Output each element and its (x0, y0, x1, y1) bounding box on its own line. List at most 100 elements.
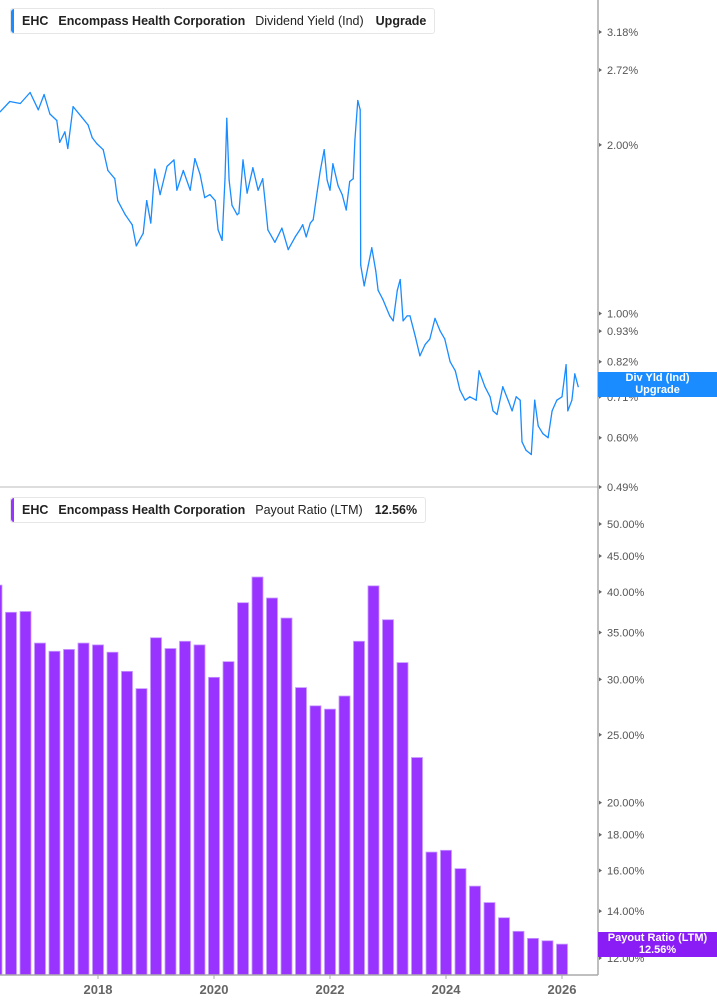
y-tick-label: 1.00% (607, 308, 638, 320)
dividend-yield-point (399, 278, 401, 281)
dividend-yield-point (228, 179, 230, 181)
dividend-yield-point (305, 236, 307, 238)
payout-ratio-legend[interactable]: EHC Encompass Health Corporation Payout … (10, 497, 427, 523)
x-tick-label: 2020 (200, 982, 229, 997)
y-tick-mark (599, 909, 602, 914)
dividend-yield-point (199, 173, 201, 176)
dividend-yield-point (492, 410, 494, 412)
dividend-yield-point (561, 396, 563, 398)
y-tick-mark (599, 554, 602, 559)
dividend-yield-point (326, 179, 328, 181)
legend-ticker: EHC (22, 503, 49, 517)
x-tick-label: 2022 (316, 982, 345, 997)
payout-ratio-pane: 50.00% 45.00% 40.00% 35.00% 30.00% 25.00% 20.0… (0, 519, 645, 976)
dividend-yield-point (319, 171, 321, 173)
payout-ratio-bar (309, 705, 322, 976)
dividend-yield-point (345, 209, 347, 211)
dividend-yield-point (274, 241, 276, 243)
dividend-yield-point (87, 124, 89, 126)
dividend-yield-point (392, 320, 394, 322)
tag-label: Payout Ratio (LTM) (607, 932, 708, 944)
dividend-yield-point (194, 157, 196, 160)
y-tick-mark (599, 329, 602, 334)
payout-ratio-bar (382, 619, 394, 976)
y-tick-mark (599, 142, 602, 147)
dividend-yield-point (107, 169, 109, 172)
y-tick-label: 0.82% (607, 357, 638, 369)
payout-ratio-bar (5, 611, 17, 976)
dividend-yield-point (357, 99, 359, 102)
dividend-yield-point (56, 119, 58, 122)
payout-ratio-bar (164, 648, 177, 976)
dividend-yield-point (402, 320, 404, 322)
dividend-yield-point (396, 289, 398, 291)
dividend-yield-point (352, 178, 354, 180)
payout-ratio-bar (527, 937, 539, 976)
y-tick-label: 18.00% (607, 830, 645, 842)
payout-ratio-bar (251, 576, 264, 976)
dividend-yield-point (406, 315, 408, 317)
dividend-yield-point (281, 227, 283, 229)
y-tick-mark (599, 832, 602, 837)
upgrade-link[interactable]: Upgrade (375, 14, 427, 28)
payout-ratio-bar (280, 617, 293, 976)
payout-ratio-bar (237, 602, 249, 976)
dividend-yield-point (166, 165, 168, 168)
payout-ratio-bar (324, 708, 336, 976)
dividend-yield-point (204, 196, 206, 199)
dividend-yield-point (299, 229, 301, 231)
dividend-yield-point (264, 200, 266, 202)
payout-ratio-bar (338, 695, 351, 976)
y-tick-label: 50.00% (607, 519, 645, 531)
dividend-yield-point (287, 249, 289, 251)
dividend-yield-point (502, 386, 504, 388)
dividend-yield-point (91, 137, 93, 139)
dividend-yield-point (124, 214, 126, 216)
dividend-yield-point (542, 433, 544, 435)
dividend-yield-point (72, 106, 74, 108)
dividend-yield-point (507, 399, 509, 401)
dividend-yield-point (449, 361, 451, 363)
dividend-yield-point (565, 364, 567, 366)
dividend-yield-price-tag: Div Yld (Ind) Upgrade (598, 372, 717, 397)
dividend-yield-point (475, 399, 477, 401)
payout-ratio-bar (367, 585, 380, 976)
dividend-yield-point (424, 343, 426, 346)
y-tick-mark (599, 311, 602, 316)
dividend-yield-point (389, 315, 391, 317)
y-tick-label: 0.60% (607, 433, 638, 445)
dividend-yield-point (96, 143, 98, 145)
dividend-yield-point (515, 396, 517, 398)
dividend-yield-point (19, 102, 21, 105)
dividend-yield-point (496, 413, 498, 416)
dividend-yield-point (444, 338, 446, 340)
payout-ratio-bar (48, 650, 61, 976)
y-tick-label: 3.18% (607, 27, 638, 39)
series-color-swatch (11, 498, 14, 522)
y-tick-label: 0.93% (607, 326, 638, 338)
legend-value: 12.56% (374, 503, 418, 517)
tag-value: Upgrade (635, 384, 680, 396)
legend-company: Encompass Health Corporation (58, 14, 246, 28)
y-tick-mark (599, 359, 602, 364)
payout-ratio-bar (92, 644, 104, 976)
payout-ratio-bar (556, 943, 568, 976)
dividend-yield-point (29, 91, 31, 94)
dividend-yield-point (574, 373, 576, 375)
dividend-yield-point (382, 298, 384, 300)
payout-ratio-bar (0, 584, 3, 976)
dividend-yield-point (363, 285, 365, 287)
dividend-yield-point (59, 141, 61, 143)
payout-ratio-bar (541, 940, 554, 976)
dividend-yield-point (341, 193, 343, 196)
dividend-yield-legend[interactable]: EHC Encompass Health Corporation Dividen… (10, 8, 436, 34)
payout-ratio-bar (512, 930, 525, 976)
payout-ratio-bar (498, 917, 510, 976)
y-tick-mark (599, 485, 602, 489)
y-tick-label: 30.00% (607, 674, 645, 686)
dividend-yield-point (37, 109, 39, 111)
dividend-yield-point (231, 204, 233, 206)
dividend-yield-point (414, 335, 416, 337)
dividend-yield-point (547, 437, 549, 439)
payout-ratio-bar (440, 849, 452, 976)
